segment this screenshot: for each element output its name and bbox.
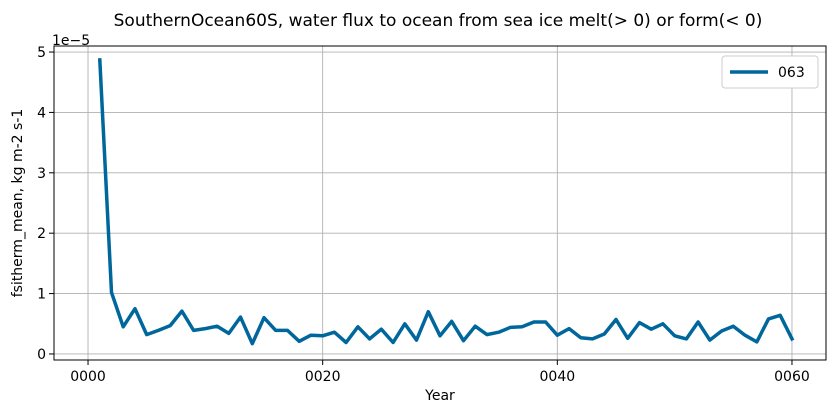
axis-ticks: 0000 0020 0040 0060 0 1 2 3 4 5 (37, 45, 810, 385)
grid (54, 46, 826, 360)
x-tick-label: 0020 (305, 369, 341, 385)
x-axis-label: Year (424, 388, 455, 404)
y-axis-offset-label: 1e−5 (52, 33, 90, 49)
series-line-063 (97, 58, 795, 346)
y-tick-label: 3 (37, 166, 46, 182)
series-layer (97, 58, 795, 346)
y-tick-label: 2 (37, 226, 46, 242)
x-tick-label: 0040 (540, 369, 576, 385)
legend: 063 (721, 55, 819, 89)
y-axis-label: fsitherm_mean, kg m-2 s-1 (10, 109, 26, 298)
x-tick-label: 0000 (70, 369, 106, 385)
y-tick-label: 4 (37, 105, 46, 121)
legend-frame (721, 55, 819, 89)
legend-label: 063 (778, 65, 805, 81)
plot-frame (53, 45, 827, 361)
chart-title: SouthernOcean60S, water flux to ocean fr… (114, 11, 763, 31)
y-tick-label: 5 (37, 45, 46, 61)
x-tick-label: 0060 (774, 369, 810, 385)
y-tick-label: 1 (37, 287, 46, 303)
y-tick-label: 0 (37, 347, 46, 363)
